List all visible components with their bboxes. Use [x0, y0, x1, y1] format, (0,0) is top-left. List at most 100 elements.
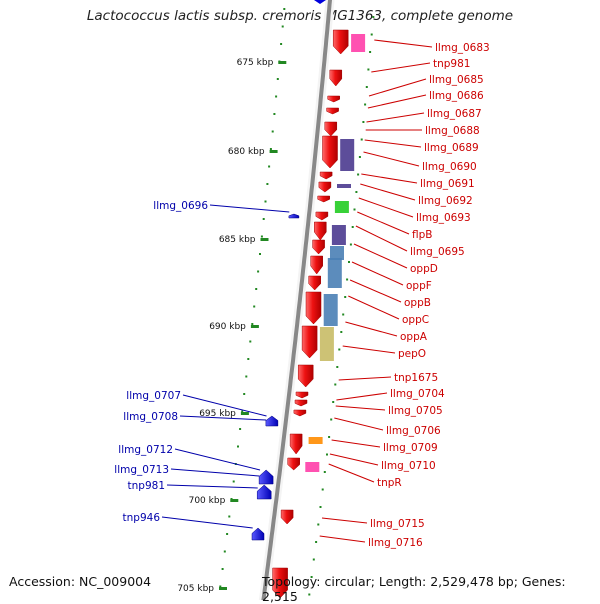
- leader-line: [345, 321, 398, 337]
- forward-gene-arrow: [314, 221, 327, 241]
- gene-label-right: llmg_0685: [429, 74, 484, 86]
- leader-line: [360, 183, 416, 201]
- track-tick-left: [266, 183, 269, 185]
- reverse-gene-arrow: [314, 0, 326, 4]
- scale-tick-label: 685 kbp: [219, 235, 256, 245]
- track-tick-right: [358, 156, 361, 158]
- forward-gene-arrow: [297, 364, 314, 388]
- forward-gene-arrow: [305, 291, 322, 325]
- track-tick-left: [281, 25, 284, 28]
- gene-label-left: tnp946: [123, 512, 161, 524]
- feature-block: [337, 184, 351, 188]
- gene-label-left: llmg_0696: [153, 200, 208, 212]
- track-tick-left: [249, 340, 252, 343]
- forward-gene-arrow: [312, 239, 325, 255]
- forward-gene-arrow: [332, 29, 349, 55]
- backbone-arc: [261, 0, 333, 600]
- gene-label-right: oppD: [410, 263, 438, 275]
- feature-block: [351, 34, 366, 52]
- forward-gene-arrow: [301, 325, 318, 359]
- reverse-gene-arrow: [288, 213, 300, 219]
- track-tick-left: [273, 113, 276, 115]
- track-tick-left: [237, 445, 239, 448]
- reverse-gene-arrow: [251, 527, 265, 541]
- gene-label-right: llmg_0710: [381, 460, 436, 472]
- leader-line: [349, 279, 402, 303]
- gene-label-right: llmg_0709: [383, 442, 438, 454]
- leader-line: [319, 535, 366, 543]
- track-tick-right: [321, 488, 324, 491]
- track-tick-left: [262, 218, 265, 220]
- track-tick-left: [264, 200, 267, 203]
- forward-gene-arrow: [308, 275, 321, 291]
- track-tick-left: [221, 568, 224, 570]
- track-tick-left: [269, 148, 272, 150]
- track-tick-right: [323, 471, 326, 473]
- gene-label-left: llmg_0712: [118, 444, 173, 456]
- track-tick-left: [251, 323, 254, 325]
- leader-line: [338, 376, 392, 381]
- track-tick-right: [372, 16, 375, 18]
- leader-line: [367, 94, 427, 109]
- scale-tick-label: 695 kbp: [199, 409, 236, 419]
- scale-tick-label: 700 kbp: [189, 496, 226, 506]
- leader-line: [366, 112, 425, 123]
- gene-label-right: llmg_0690: [422, 161, 477, 173]
- scale-tick-mark: [278, 61, 287, 64]
- track-tick-right: [330, 418, 333, 421]
- forward-gene-arrow: [287, 457, 300, 471]
- forward-gene-arrow: [329, 69, 343, 87]
- scale-tick-mark: [260, 238, 269, 241]
- track-tick-right: [357, 173, 360, 176]
- gene-label-right: llmg_0715: [370, 518, 425, 530]
- feature-block: [330, 246, 344, 260]
- track-tick-right: [348, 261, 350, 263]
- gene-label-right: llmg_0686: [429, 90, 484, 102]
- forward-gene-arrow: [295, 391, 309, 399]
- leader-line: [174, 448, 261, 471]
- leader-line: [342, 345, 396, 354]
- leader-line: [334, 417, 384, 431]
- gene-label-right: oppB: [404, 297, 431, 309]
- gene-label-right: llmg_0689: [424, 142, 479, 154]
- forward-gene-arrow: [289, 433, 303, 455]
- forward-gene-arrow: [315, 211, 329, 221]
- feature-block: [305, 462, 320, 472]
- track-tick-right: [362, 121, 365, 123]
- track-tick-right: [360, 138, 363, 141]
- forward-gene-arrow: [322, 135, 338, 169]
- scale-tick-label: 705 kbp: [177, 584, 214, 594]
- forward-gene-arrow: [326, 107, 339, 115]
- track-tick-right: [370, 33, 373, 36]
- track-tick-left: [257, 270, 260, 273]
- track-tick-left: [247, 358, 250, 360]
- gene-label-left: tnp981: [128, 480, 165, 492]
- track-tick-right: [338, 348, 341, 351]
- track-tick-right: [334, 383, 337, 386]
- leader-line: [170, 468, 260, 477]
- gene-label-right: llmg_0693: [416, 212, 471, 224]
- gene-label-right: llmg_0705: [388, 405, 443, 417]
- reverse-gene-arrow: [258, 469, 274, 485]
- leader-line: [358, 197, 414, 218]
- track-tick-right: [364, 103, 367, 106]
- scale-tick-mark: [230, 499, 239, 502]
- gene-label-right: tnp1675: [394, 372, 438, 384]
- gene-label-right: oppF: [406, 280, 432, 292]
- scale-tick-mark: [240, 412, 249, 415]
- forward-gene-arrow: [272, 567, 288, 599]
- leader-line: [328, 463, 375, 483]
- track-tick-right: [355, 191, 358, 193]
- gene-label-right: tnp981: [433, 58, 470, 70]
- accession-text: Accession: NC_009004: [9, 574, 152, 589]
- track-tick-right: [349, 243, 352, 246]
- leader-line: [363, 151, 420, 167]
- scale-tick-mark: [250, 325, 259, 328]
- feature-block: [319, 327, 334, 361]
- forward-gene-arrow: [280, 509, 294, 525]
- forward-gene-arrow: [317, 195, 330, 203]
- track-tick-left: [239, 428, 242, 430]
- gene-label-left: llmg_0713: [114, 464, 169, 476]
- scale-tick-label: 690 kbp: [209, 322, 246, 332]
- feature-block: [340, 139, 355, 171]
